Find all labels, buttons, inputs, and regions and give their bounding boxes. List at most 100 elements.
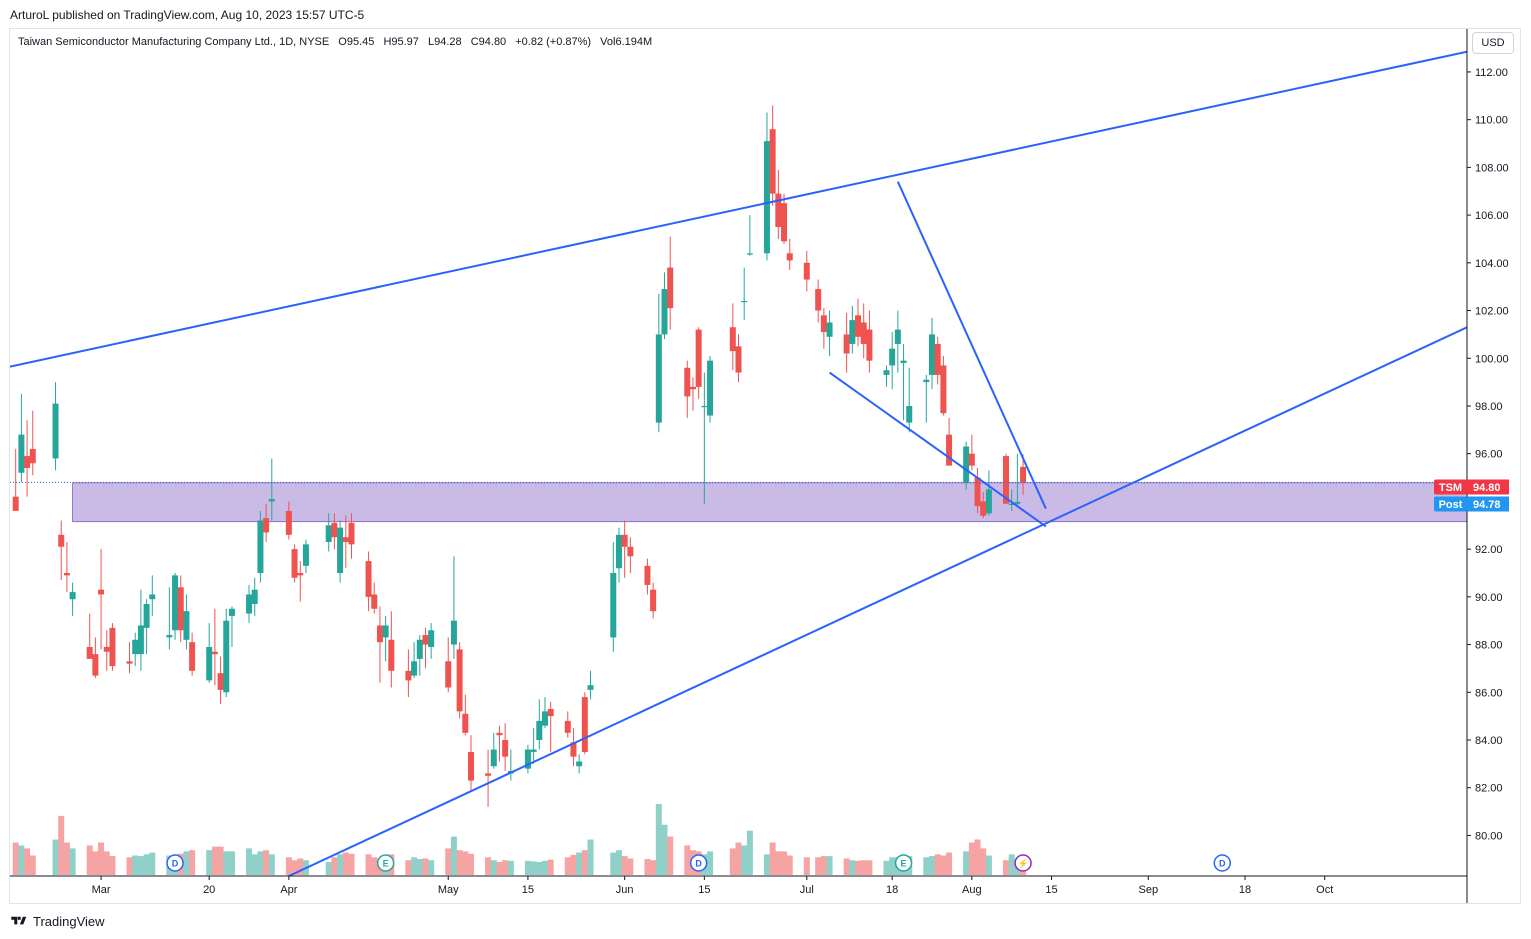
candle	[109, 623, 116, 671]
candle-body	[63, 572, 70, 576]
volume-bar	[655, 804, 662, 875]
candle-body	[285, 510, 292, 535]
volume-bar	[1008, 854, 1015, 875]
candle	[1014, 453, 1021, 507]
candle	[923, 374, 930, 423]
candle	[684, 360, 691, 418]
candle-body	[940, 365, 947, 414]
candle-body	[530, 749, 537, 752]
candle-body	[985, 489, 992, 514]
volume-bar	[189, 850, 196, 875]
dividend-marker-label: D	[172, 859, 179, 869]
volume-bar	[52, 839, 59, 875]
trendline	[896, 181, 1047, 509]
candle-body	[405, 670, 412, 681]
candle	[769, 105, 776, 206]
candle-body	[894, 329, 901, 344]
volume-bar	[940, 855, 947, 875]
candle	[786, 238, 793, 270]
tradingview-brand: TradingView	[33, 913, 105, 929]
candle	[371, 582, 378, 614]
candle-body	[963, 446, 970, 483]
split-marker-label: ⚡	[1017, 858, 1028, 870]
candle	[985, 470, 992, 516]
candle	[291, 544, 298, 583]
candle-body	[661, 289, 668, 335]
volume-bar	[411, 857, 418, 875]
publisher-caption: ArturoL published on TradingView.com, Au…	[10, 8, 365, 22]
candle	[388, 611, 395, 688]
last-price-tag-value-bg	[1467, 479, 1509, 495]
candle-body	[132, 639, 139, 655]
candle-body	[103, 646, 110, 652]
currency-button[interactable]: USD	[1472, 32, 1514, 54]
candle-body	[621, 534, 628, 547]
chart-frame	[9, 28, 1521, 904]
volume-bar	[769, 842, 776, 875]
candle	[530, 728, 537, 764]
volume-bar	[775, 851, 782, 875]
candle-body	[900, 360, 907, 364]
candle-body	[803, 262, 810, 280]
candle	[803, 250, 810, 292]
volume-bar	[741, 845, 748, 875]
candle-body	[496, 732, 503, 736]
candle-body	[946, 434, 953, 466]
last-price-tag-label-bg	[1434, 479, 1467, 495]
candle	[889, 332, 896, 390]
volume-bar	[228, 851, 235, 875]
candle	[223, 608, 230, 698]
volume-bar	[985, 855, 992, 875]
candle	[729, 303, 736, 371]
tradingview-logo-icon	[11, 916, 27, 925]
symbol-legend: Taiwan Semiconductor Manufacturing Compa…	[18, 36, 658, 48]
volume-bar	[263, 850, 270, 875]
candle-body	[456, 649, 463, 712]
volume-bar	[524, 860, 531, 875]
candle-body	[172, 575, 179, 631]
dividend-marker-ring	[1213, 854, 1232, 872]
candle-body	[695, 329, 702, 387]
candle-body	[769, 129, 776, 194]
volume-bar	[365, 854, 372, 875]
candle	[820, 308, 827, 349]
volume-bar	[826, 856, 833, 875]
candle-body	[92, 654, 99, 676]
price-tick-label: 98.00	[1475, 401, 1503, 413]
candle-body	[1020, 466, 1027, 483]
volume-bar	[86, 845, 93, 875]
volume-bar	[963, 851, 970, 875]
candle	[302, 539, 309, 573]
candle-body	[587, 685, 594, 690]
volume-bar	[929, 856, 936, 875]
candle	[547, 701, 554, 752]
candle-body	[746, 253, 753, 255]
top-bar: ArturoL published on TradingView.com, Au…	[0, 0, 1531, 28]
candle-body	[1008, 503, 1015, 505]
volume-bar	[946, 852, 953, 875]
volume-bar	[746, 830, 753, 875]
volume-bar	[126, 857, 133, 875]
time-tick-label: 20	[203, 884, 215, 896]
footer: TradingView	[10, 912, 105, 930]
candle	[485, 749, 492, 807]
post-market-tag-value-bg	[1467, 496, 1509, 512]
candle	[741, 267, 748, 321]
volume-bar	[428, 860, 435, 875]
dividend-marker: D	[1213, 854, 1232, 872]
volume-bar	[889, 857, 896, 875]
candle	[929, 317, 936, 390]
volume-bar	[541, 860, 548, 875]
candle	[137, 589, 144, 671]
candle-body	[650, 589, 657, 612]
candle-body	[729, 327, 736, 352]
candle-body	[331, 522, 338, 538]
candle	[172, 572, 179, 640]
candle-body	[468, 751, 475, 781]
time-tick-label: Jul	[800, 884, 814, 896]
post-market-tag-label-bg	[1434, 496, 1467, 512]
volume-bar	[12, 842, 19, 875]
candle	[695, 327, 702, 399]
trendline	[288, 326, 1467, 876]
